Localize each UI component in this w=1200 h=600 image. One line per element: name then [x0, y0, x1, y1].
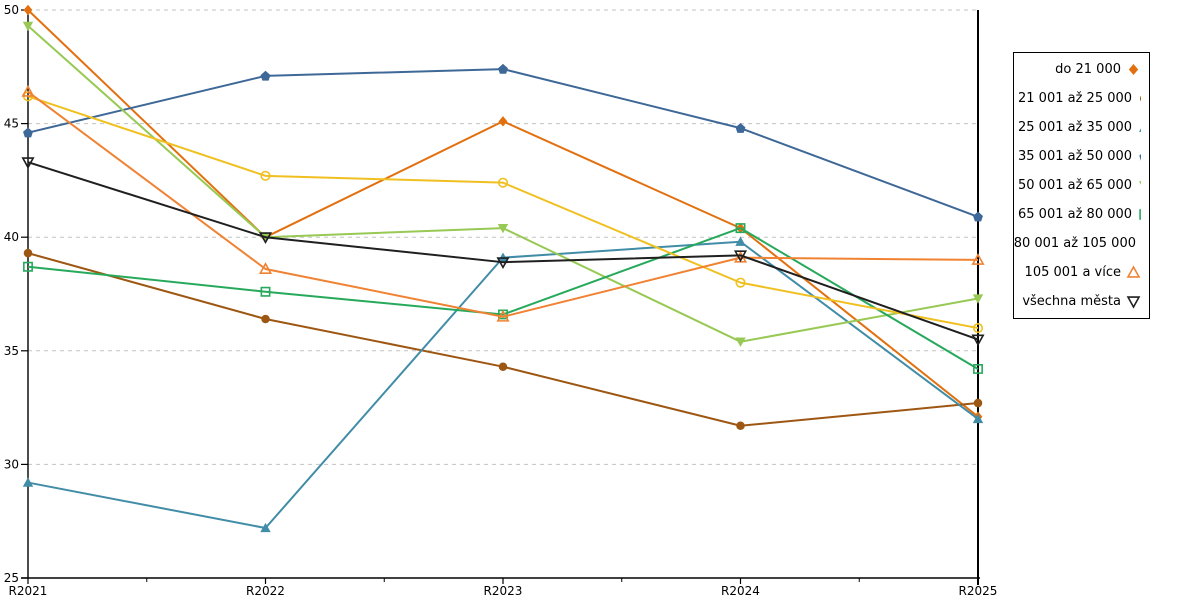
data-point-marker	[1140, 95, 1141, 102]
data-point-marker	[260, 286, 271, 297]
legend-marker-icon	[1126, 265, 1141, 278]
legend-marker-icon	[1140, 95, 1141, 102]
legend-item-label: 50 001 až 65 000	[1018, 178, 1133, 193]
data-point-marker	[972, 323, 984, 334]
series-line-7	[27, 90, 979, 318]
y-tick-label: 45	[4, 117, 19, 131]
y-tick-label: 25	[4, 571, 19, 585]
data-point-marker	[497, 223, 509, 234]
data-point-marker	[21, 84, 35, 97]
x-tick-label: R2021	[9, 584, 48, 598]
x-tick-label: R2025	[959, 584, 998, 598]
data-point-marker	[260, 522, 271, 533]
data-point-marker	[258, 262, 273, 274]
data-point-marker	[23, 4, 33, 16]
data-point-marker	[261, 314, 270, 324]
data-point-marker	[22, 21, 34, 32]
legend-marker-icon	[1126, 296, 1141, 309]
data-point-marker	[1139, 128, 1141, 132]
data-point-marker	[1126, 296, 1141, 309]
data-point-marker	[498, 63, 508, 74]
data-point-marker	[733, 250, 748, 263]
legend-item: 50 001 až 65 000	[1018, 178, 1141, 193]
legend-item-label: 105 001 a více	[1024, 265, 1121, 280]
legend-marker-icon	[1128, 64, 1139, 75]
legend-marker-icon	[1139, 128, 1141, 132]
data-point-marker	[735, 337, 746, 347]
series-line-6	[27, 95, 979, 330]
data-point-marker	[971, 334, 985, 347]
x-tick-label: R2022	[246, 584, 285, 598]
legend-item-label: do 21 000	[1055, 62, 1121, 77]
data-point-marker	[972, 413, 984, 424]
legend-item: 21 001 až 25 000	[1018, 91, 1141, 106]
data-point-marker	[735, 236, 746, 246]
data-point-marker	[260, 70, 271, 81]
data-point-marker	[497, 252, 509, 262]
legend-item-label: všechna města	[1022, 294, 1121, 309]
x-tick-label: R2024	[721, 584, 760, 598]
y-tick-label: 35	[4, 344, 19, 358]
legend-item-label: 35 001 až 50 000	[1018, 149, 1133, 164]
data-point-marker	[498, 362, 508, 371]
data-point-marker	[497, 177, 509, 188]
data-point-marker	[23, 261, 33, 272]
legend-item-label: 21 001 až 25 000	[1018, 91, 1133, 106]
y-tick-label: 30	[4, 457, 19, 471]
data-point-marker	[973, 398, 983, 408]
data-point-marker	[1139, 209, 1141, 220]
data-point-marker	[496, 257, 510, 270]
legend-marker-icon	[1139, 154, 1141, 161]
data-point-marker	[1126, 265, 1141, 278]
legend-item: 35 001 až 50 000	[1018, 149, 1141, 164]
legend-item: 25 001 až 35 000	[1018, 120, 1141, 135]
series-line-8	[27, 161, 979, 341]
legend: do 21 000 21 001 až 25 000 25 001 až 35 00…	[1013, 52, 1150, 319]
data-point-marker	[736, 421, 745, 431]
legend-item-label: 65 001 až 80 000	[1018, 207, 1133, 222]
data-point-marker	[23, 127, 33, 138]
data-point-marker	[1139, 181, 1141, 185]
data-point-marker	[973, 364, 983, 374]
legend-marker-icon	[1139, 181, 1141, 185]
y-tick-label: 50	[4, 3, 19, 17]
data-point-marker	[1128, 64, 1139, 75]
legend-item: do 21 000	[1018, 62, 1141, 77]
legend-marker-icon	[1139, 209, 1141, 220]
series-line-1	[27, 252, 979, 427]
legend-item-label: 25 001 až 35 000	[1018, 120, 1133, 135]
data-point-marker	[735, 223, 746, 234]
legend-item: 105 001 a více	[1018, 265, 1141, 280]
data-point-marker	[498, 116, 508, 127]
data-point-marker	[260, 170, 271, 181]
data-point-marker	[258, 232, 273, 245]
data-point-marker	[23, 248, 33, 258]
data-point-marker	[972, 294, 984, 304]
data-point-marker	[22, 477, 34, 487]
data-point-marker	[496, 309, 510, 322]
data-point-marker	[971, 253, 985, 265]
y-tick-label: 40	[4, 230, 19, 244]
data-point-marker	[1139, 154, 1141, 161]
data-point-marker	[735, 122, 746, 133]
data-point-marker	[21, 157, 35, 170]
data-point-marker	[973, 211, 983, 222]
legend-item-label: 80 001 až 105 000	[1013, 236, 1136, 251]
legend-item: všechna města	[1018, 294, 1141, 309]
series-line-5	[27, 227, 979, 370]
data-point-marker	[735, 277, 746, 288]
legend-item: 80 001 až 105 000	[1014, 236, 1141, 251]
series-line-3	[27, 68, 979, 218]
x-tick-label: R2023	[484, 584, 523, 598]
legend-item: 65 001 až 80 000	[1018, 207, 1141, 222]
